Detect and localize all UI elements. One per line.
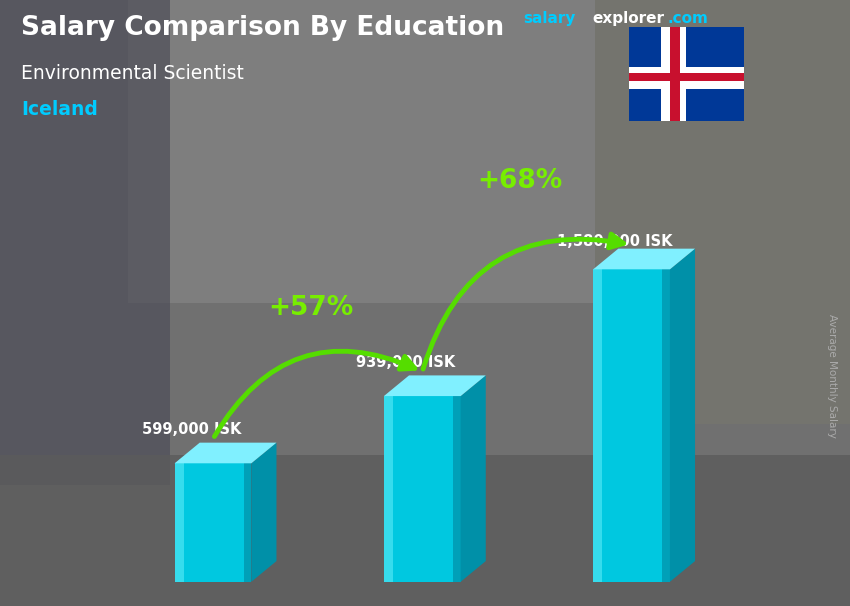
Text: Average Monthly Salary: Average Monthly Salary [827,314,837,438]
Text: Environmental Scientist: Environmental Scientist [21,64,244,82]
Polygon shape [593,269,670,582]
Text: 1,580,000 ISK: 1,580,000 ISK [557,234,672,248]
Text: Salary Comparison By Education: Salary Comparison By Education [21,15,504,41]
Polygon shape [461,375,485,582]
Polygon shape [670,248,695,582]
Text: +57%: +57% [268,295,354,321]
Bar [629,67,744,88]
Text: Iceland: Iceland [21,100,98,119]
Polygon shape [174,442,276,464]
Polygon shape [593,248,695,269]
Bar [0,0,170,485]
Bar [128,0,595,303]
Polygon shape [252,442,276,582]
Polygon shape [384,375,485,396]
Text: explorer: explorer [592,11,665,26]
Bar [595,0,850,424]
Polygon shape [662,269,670,582]
Text: 939,000 ISK: 939,000 ISK [356,355,455,370]
Polygon shape [384,396,393,582]
Text: +68%: +68% [478,168,563,194]
Bar [0,454,850,606]
Bar [671,27,680,121]
Text: .com: .com [667,11,708,26]
Polygon shape [244,464,252,582]
Polygon shape [174,464,252,582]
Bar [629,73,744,81]
Polygon shape [453,396,461,582]
Text: salary: salary [523,11,575,26]
Text: 599,000 ISK: 599,000 ISK [142,422,241,437]
Polygon shape [593,269,603,582]
Bar [661,27,686,121]
Polygon shape [384,396,461,582]
Polygon shape [174,464,184,582]
